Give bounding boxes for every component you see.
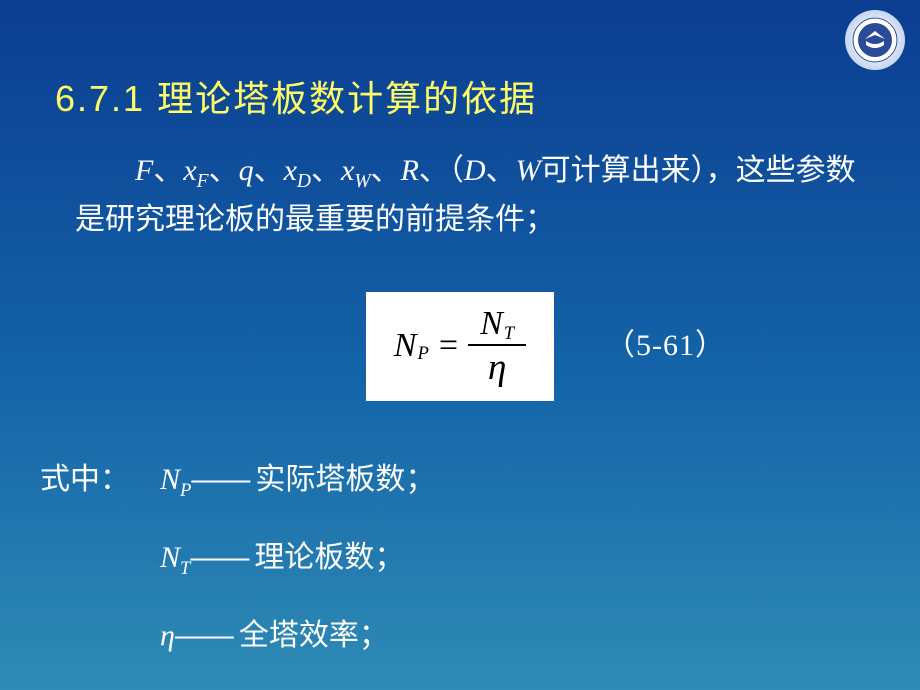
var-D: D (464, 154, 486, 187)
var-xW-sub: W (354, 171, 370, 192)
equation-number: （5-61） (605, 320, 726, 364)
slide-title: 6.7.1 理论塔板数计算的依据 (55, 70, 537, 122)
definitions-label: 式中： (40, 454, 130, 498)
var-xD-sub: D (297, 171, 311, 192)
var-R: R (401, 154, 419, 187)
formula-row: NP = NT η (0, 292, 920, 401)
formula-numerator: NT (468, 306, 526, 342)
fraction-bar (468, 344, 526, 346)
definition-item: NP——实际塔板数； (160, 454, 435, 502)
definition-item: NT——理论板数； (160, 532, 435, 580)
formula-denominator: η (476, 348, 519, 387)
definition-item: η——全塔效率； (160, 610, 435, 654)
var-xF-x: x (183, 154, 196, 187)
intro-paragraph: F、xF、q、xD、xW、R、（D、W可计算出来），这些参数是研究理论板的最重要… (75, 148, 860, 244)
university-logo (845, 10, 905, 70)
logo-icon (852, 17, 898, 63)
var-F: F (135, 154, 153, 187)
definitions-list: NP——实际塔板数； NT——理论板数； η——全塔效率； (160, 454, 435, 684)
var-q: q (239, 154, 254, 187)
var-xF-sub: F (197, 171, 209, 192)
formula-lhs: NP (394, 327, 429, 365)
var-xW-x: x (341, 154, 354, 187)
var-W: W (516, 154, 541, 187)
formula-fraction: NT η (468, 306, 526, 387)
formula-box: NP = NT η (366, 292, 554, 401)
formula-eq: = (439, 327, 458, 365)
var-xD-x: x (284, 154, 297, 187)
